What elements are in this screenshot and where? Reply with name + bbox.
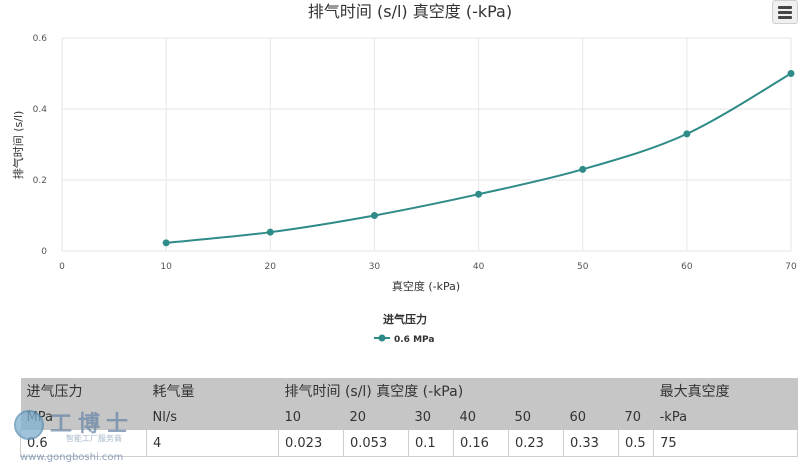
chart: 排气时间 (s/l) 真空度 (-kPa) 0 10 20 30 40 50 60 70 0 0.… <box>11 2 797 346</box>
x-tick-label: 10 <box>160 262 172 272</box>
x-axis-title: 真空度 (-kPa) <box>392 279 460 293</box>
header-cell: 进气压力 <box>20 378 147 404</box>
x-tick-label: 40 <box>473 262 485 272</box>
header-cell: 耗气量 <box>146 378 279 404</box>
header-cell: 60 <box>563 404 619 430</box>
spec-table: 进气压力 耗气量 排气时间 (s/l) 真空度 (-kPa) 最大真空度 MPa… <box>20 378 799 457</box>
axes: 0 10 20 30 40 50 60 70 0 0.2 0.4 0.6 <box>33 34 797 272</box>
legend-title: 进气压力 <box>383 312 427 326</box>
y-tick-label: 0.6 <box>33 34 48 44</box>
legend-label: 0.6 MPa <box>394 335 434 345</box>
header-cell: 50 <box>508 404 564 430</box>
data-point[interactable] <box>579 165 587 173</box>
data-point[interactable] <box>266 228 274 236</box>
table-cell: 0.6 <box>20 430 147 457</box>
table-header-row: 进气压力 耗气量 排气时间 (s/l) 真空度 (-kPa) 最大真空度 <box>20 378 798 404</box>
table-unit-row: MPa Nl/s 10 20 30 40 50 60 70 -kPa <box>20 404 798 430</box>
x-tick-label: 20 <box>265 262 277 272</box>
header-cell: 10 <box>278 404 344 430</box>
y-tick-label: 0.2 <box>33 176 47 186</box>
table-cell: 75 <box>653 430 799 457</box>
header-cell: -kPa <box>653 404 798 430</box>
header-cell: MPa <box>20 404 147 430</box>
header-cell: 最大真空度 <box>653 378 798 404</box>
x-tick-label: 50 <box>577 262 589 272</box>
header-cell: Nl/s <box>146 404 279 430</box>
y-tick-label: 0.4 <box>33 105 48 115</box>
table-cell: 0.23 <box>508 430 564 457</box>
series-layer <box>162 70 795 247</box>
table-cell: 0.33 <box>563 430 619 457</box>
table-cell: 0.023 <box>278 430 344 457</box>
grid <box>61 37 792 252</box>
x-tick-label: 30 <box>369 262 381 272</box>
x-tick-label: 60 <box>681 262 693 272</box>
data-point[interactable] <box>370 212 378 219</box>
x-tick-label: 0 <box>59 262 65 272</box>
header-cell: 40 <box>453 404 509 430</box>
table-cell: 0.1 <box>408 430 454 457</box>
chart-title: 排气时间 (s/l) 真空度 (-kPa) <box>308 2 512 21</box>
x-tick-label: 70 <box>785 262 797 272</box>
table-cell: 0.5 <box>617 430 654 457</box>
header-cell: 20 <box>343 404 409 430</box>
data-point[interactable] <box>787 70 795 77</box>
header-cell: 70 <box>618 404 654 430</box>
table-row: 0.6 4 0.023 0.053 0.1 0.16 0.23 0.33 0.5… <box>20 430 799 457</box>
header-cell: 排气时间 (s/l) 真空度 (-kPa) <box>278 378 654 404</box>
hamburger-menu-icon[interactable] <box>772 0 798 24</box>
data-point[interactable] <box>683 130 691 138</box>
data-point[interactable] <box>475 190 483 198</box>
header-cell: 30 <box>408 404 454 430</box>
table-cell: 0.16 <box>453 430 509 457</box>
legend-marker <box>378 334 386 342</box>
y-axis-title: 排气时间 (s/l) <box>11 111 25 180</box>
table-cell: 4 <box>146 430 279 457</box>
data-point[interactable] <box>162 239 170 247</box>
table-cell: 0.053 <box>343 430 409 457</box>
legend-item[interactable]: 0.6 MPa <box>374 334 434 346</box>
y-tick-label: 0 <box>41 247 47 257</box>
